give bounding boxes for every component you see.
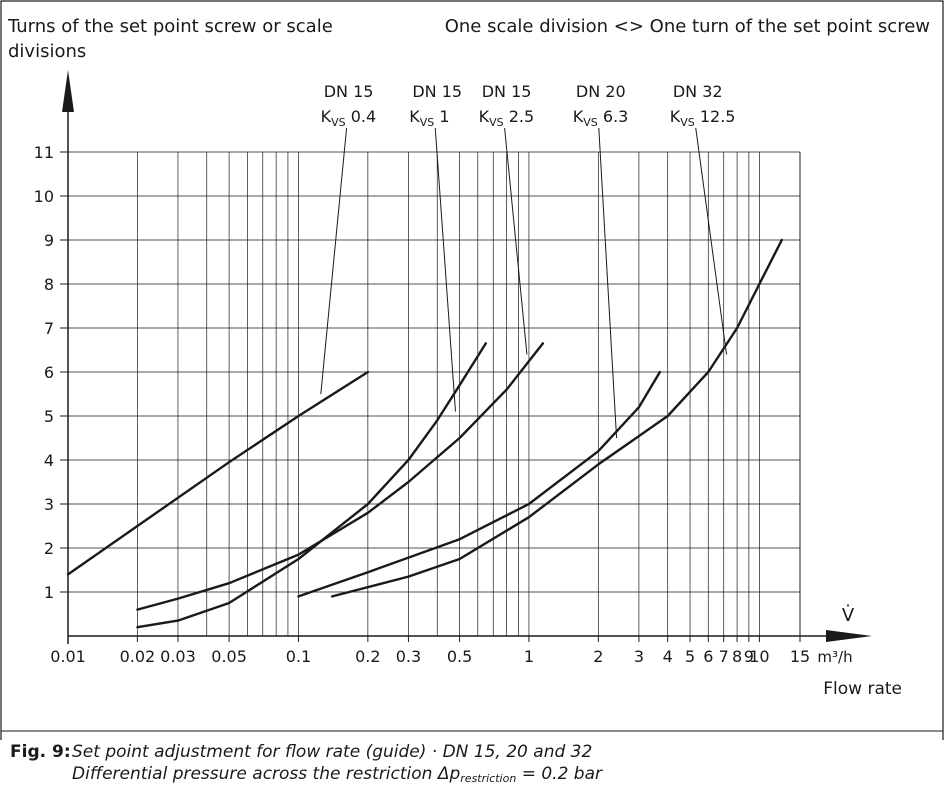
series-curve-3	[136, 342, 545, 611]
x-unit-label: m³/h	[817, 648, 852, 666]
x-tick-label: 0.05	[211, 647, 247, 666]
series-curve-4	[297, 370, 662, 598]
x-tick-label: 0.01	[50, 647, 86, 666]
caption-line-2-text: Differential pressure across the restric…	[72, 764, 461, 784]
x-tick-label: 0.5	[447, 647, 472, 666]
y-tick-label: 6	[44, 363, 54, 382]
y-tick-label: 4	[44, 451, 54, 470]
y-tick-label: 8	[44, 275, 54, 294]
figure-caption: Fig. 9:Set point adjustment for flow rat…	[10, 741, 602, 785]
series-label-dn-2: DN 15	[412, 82, 462, 101]
y-tick-label: 2	[44, 539, 54, 558]
scale-note: One scale division <> One turn of the se…	[445, 16, 930, 37]
series-curve-1	[66, 370, 370, 576]
series-curve-2	[136, 342, 487, 629]
x-tick-label: 5	[685, 647, 695, 666]
x-tick-label: 2	[593, 647, 603, 666]
x-tick-label: 7	[719, 647, 729, 666]
x-tick-label: 6	[703, 647, 713, 666]
x-tick-label: 8	[732, 647, 742, 666]
leader-line-1	[320, 127, 348, 395]
outer-border	[0, 0, 944, 740]
caption-line-2-suffix: = 0.2 bar	[516, 764, 603, 784]
x-tick-label: 0.1	[286, 647, 311, 666]
y-axis-arrow	[62, 70, 74, 112]
y-tick-label: 10	[34, 187, 54, 206]
x-tick-label: 0.02	[120, 647, 156, 666]
leader-line-4	[598, 127, 618, 439]
series-label-dn-4: DN 20	[576, 82, 626, 101]
series-label-kvs-2: KVS 1	[409, 107, 449, 129]
series-label-kvs-1: KVS 0.4	[321, 107, 377, 129]
caption-subscript: restriction	[460, 772, 517, 785]
x-axis-arrow	[826, 630, 872, 642]
x-tick-label: 9	[744, 647, 754, 666]
y-axis-title-line-2: divisions	[8, 41, 86, 62]
series-label-kvs-5: KVS 12.5	[670, 107, 736, 129]
series-curve-5	[331, 238, 783, 598]
caption-line-1: Set point adjustment for flow rate (guid…	[72, 742, 593, 762]
series-label-dn-3: DN 15	[482, 82, 532, 101]
caption-line-2: Differential pressure across the restric…	[72, 763, 602, 790]
x-tick-label: 0.3	[396, 647, 421, 666]
y-axis-title-line-1: Turns of the set point screw or scale	[7, 16, 333, 37]
y-tick-label: 3	[44, 495, 54, 514]
y-tick-label: 11	[34, 143, 54, 162]
caption-label: Fig. 9:	[10, 742, 71, 762]
x-tick-label: 3	[634, 647, 644, 666]
x-tick-label: 10	[749, 647, 769, 666]
series-label-dn-5: DN 32	[673, 82, 723, 101]
x-axis-symbol: V̇	[842, 605, 855, 626]
leader-line-5	[695, 127, 728, 355]
x-tick-label: 4	[663, 647, 673, 666]
series-label-kvs-3: KVS 2.5	[479, 107, 535, 129]
y-tick-label: 5	[44, 407, 54, 426]
leader-line-3	[504, 127, 528, 355]
y-tick-label: 1	[44, 583, 54, 602]
leader-line-2	[434, 127, 456, 412]
x-tick-label: 15	[790, 647, 810, 666]
series-label-dn-1: DN 15	[324, 82, 374, 101]
x-axis-title: Flow rate	[823, 679, 902, 699]
x-tick-label: 1	[524, 647, 534, 666]
x-tick-label: 0.2	[355, 647, 380, 666]
x-tick-label: 0.03	[160, 647, 196, 666]
y-tick-label: 7	[44, 319, 54, 338]
series-label-kvs-4: KVS 6.3	[573, 107, 629, 129]
y-tick-label: 9	[44, 231, 54, 250]
